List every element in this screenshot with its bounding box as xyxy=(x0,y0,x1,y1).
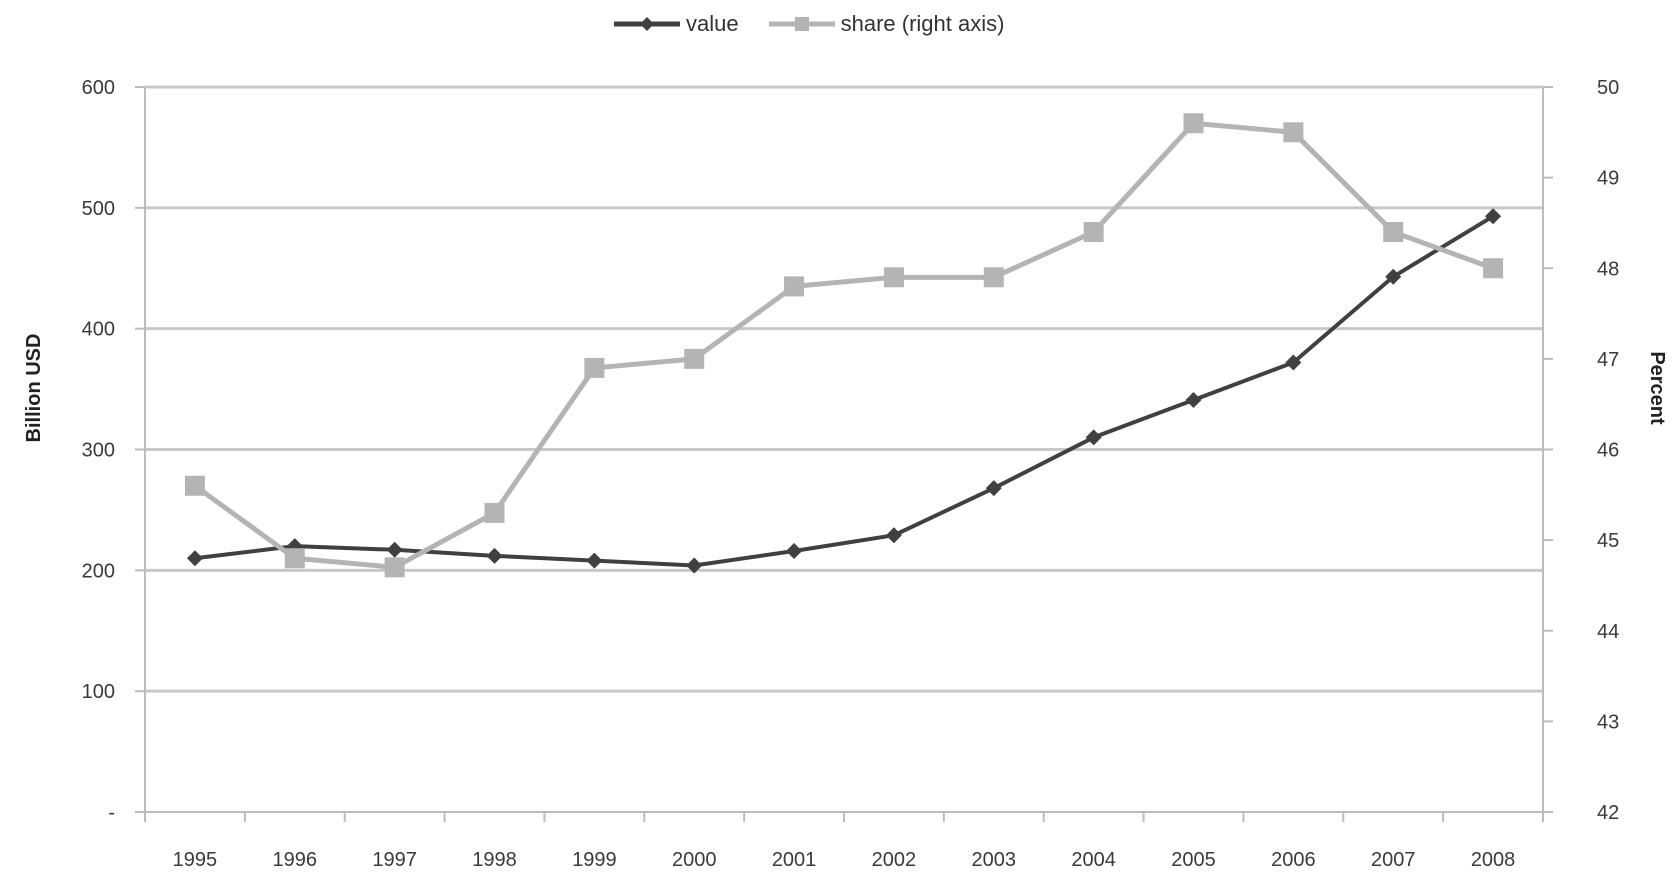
data-point-share xyxy=(584,357,605,378)
y-right-tick-label: 48 xyxy=(1597,258,1619,280)
y-left-tick-label: - xyxy=(108,802,115,824)
x-tick-label: 2003 xyxy=(972,849,1017,871)
x-tick-label: 1996 xyxy=(273,849,318,871)
data-point-value xyxy=(885,527,902,544)
x-tick-label: 2006 xyxy=(1271,849,1316,871)
y-left-tick-label: 200 xyxy=(82,560,115,582)
data-point-share xyxy=(883,267,904,288)
data-point-value xyxy=(586,552,603,569)
x-tick-label: 2008 xyxy=(1471,849,1516,871)
data-point-value xyxy=(486,547,503,564)
x-tick-label: 2001 xyxy=(772,849,817,871)
series xyxy=(184,113,1504,578)
data-point-value xyxy=(1285,354,1302,371)
data-point-share xyxy=(1083,222,1104,242)
data-point-share xyxy=(1483,258,1504,279)
data-point-value xyxy=(1185,391,1202,408)
y-right-tick-label: 49 xyxy=(1597,168,1619,190)
x-tick-label: 2007 xyxy=(1371,849,1416,871)
x-tick-label: 2000 xyxy=(672,849,717,871)
axes: - 100 200 300 400 500 600 42 43 44 45 46 47 48 49 50 199… xyxy=(82,77,1620,871)
data-point-share xyxy=(684,348,705,369)
data-point-value xyxy=(786,543,803,559)
legend-item-value: value xyxy=(612,11,739,37)
legend-item-share: share (right axis) xyxy=(767,11,1005,37)
data-point-value xyxy=(985,480,1002,497)
data-point-share xyxy=(484,502,505,523)
x-tick-label: 1997 xyxy=(372,849,417,871)
gridlines xyxy=(145,85,1543,693)
y-right-tick-label: 44 xyxy=(1597,621,1619,643)
legend-label-share: share (right axis) xyxy=(840,11,1005,36)
x-tick-label: 1995 xyxy=(173,849,218,871)
x-tick-label: 1999 xyxy=(572,849,617,871)
y-axis-left-title: Billion USD xyxy=(23,334,45,443)
x-tick-label: 2005 xyxy=(1171,849,1216,871)
series-line-value xyxy=(194,214,1495,568)
data-point-value xyxy=(1385,268,1402,285)
y-right-tick-label: 50 xyxy=(1597,77,1619,99)
data-point-share xyxy=(384,557,405,578)
x-tick-label: 2002 xyxy=(872,849,917,871)
y-left-tick-label: 600 xyxy=(82,77,115,99)
data-point-share xyxy=(184,475,205,496)
data-point-share xyxy=(983,267,1004,288)
data-point-share xyxy=(1283,122,1304,143)
data-point-share xyxy=(1383,222,1404,242)
x-tick-label: 2004 xyxy=(1071,849,1116,871)
y-left-tick-label: 500 xyxy=(82,198,115,220)
data-point-value xyxy=(1085,429,1102,446)
legend-swatch-share xyxy=(768,17,835,31)
y-right-tick-label: 47 xyxy=(1597,349,1619,371)
data-point-value xyxy=(686,557,703,574)
data-point-value xyxy=(386,541,403,558)
y-right-tick-label: 43 xyxy=(1597,711,1619,733)
y-left-tick-label: 100 xyxy=(82,681,115,703)
data-point-value xyxy=(1485,208,1502,225)
legend-label-value: value xyxy=(686,11,739,36)
data-point-share xyxy=(1183,113,1204,134)
y-right-tick-label: 45 xyxy=(1597,530,1619,552)
y-right-tick-label: 42 xyxy=(1597,802,1619,824)
data-point-share xyxy=(284,548,305,569)
x-tick-label: 1998 xyxy=(472,849,517,871)
legend: value share (right axis) xyxy=(612,8,1004,40)
series-line-share xyxy=(193,120,1494,570)
data-point-value xyxy=(186,550,203,567)
legend-swatch-value xyxy=(614,17,680,31)
data-point-share xyxy=(784,276,805,297)
y-right-tick-label: 46 xyxy=(1597,440,1619,462)
y-axis-right-title: Percent xyxy=(1646,351,1668,425)
y-left-tick-label: 300 xyxy=(82,440,115,462)
y-left-tick-label: 400 xyxy=(82,319,115,341)
